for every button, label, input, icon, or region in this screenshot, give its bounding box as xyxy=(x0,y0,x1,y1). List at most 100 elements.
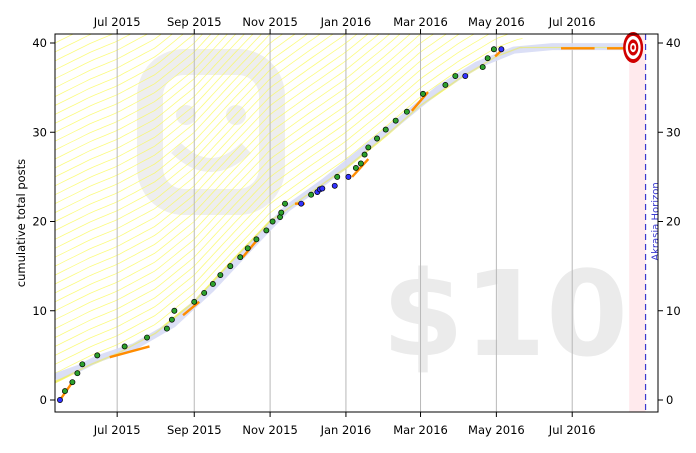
x-tick-label-top: Jul 2015 xyxy=(93,15,141,29)
datapoint xyxy=(374,135,380,142)
yellow-lane xyxy=(55,34,369,267)
flat-segment xyxy=(351,158,370,178)
datapoint xyxy=(57,397,63,403)
datapoint xyxy=(191,298,198,305)
yellow-lane xyxy=(55,34,334,240)
datapoint xyxy=(121,343,128,350)
horizon-band xyxy=(629,34,646,412)
goal-ring xyxy=(631,45,635,50)
horizon-label: Akrasia Horizon xyxy=(651,182,662,260)
yellow-lane xyxy=(55,34,322,231)
yellow-lane xyxy=(55,34,173,97)
yellow-lane xyxy=(55,34,448,329)
datapoint xyxy=(490,46,497,53)
datapoint xyxy=(79,361,86,368)
yellow-lane xyxy=(55,34,391,285)
y-tick-label-right: 0 xyxy=(666,393,673,407)
yellow-lane xyxy=(55,34,229,151)
yellow-lane xyxy=(55,38,523,374)
x-tick-label-bottom: May 2016 xyxy=(468,423,525,437)
datapoint xyxy=(94,352,101,359)
road-line xyxy=(55,46,634,383)
datapoint xyxy=(278,209,285,216)
datapoint xyxy=(217,272,224,278)
yellow-lane xyxy=(55,34,401,294)
y-tick-label-right: 30 xyxy=(666,125,681,139)
yellow-lane xyxy=(55,34,204,124)
yellow-lane xyxy=(55,34,263,187)
datapoint xyxy=(308,191,315,198)
datapoint xyxy=(74,370,81,377)
yellow-lane xyxy=(55,34,220,142)
x-tick-label-top: Sep 2015 xyxy=(167,15,222,29)
datapoint xyxy=(442,81,449,88)
datapoint xyxy=(382,126,389,133)
x-tick-label-bottom: Nov 2015 xyxy=(242,423,297,437)
datapoint xyxy=(201,289,208,296)
yellow-lane xyxy=(55,34,475,347)
datapoint xyxy=(244,245,251,252)
yellow-lane xyxy=(55,34,422,312)
yellow-lane xyxy=(55,34,380,276)
yellow-lane xyxy=(55,34,162,88)
y-tick-label-left: 20 xyxy=(32,215,47,229)
yellow-lane xyxy=(55,34,212,133)
datapoint xyxy=(269,218,276,225)
yellow-lane xyxy=(55,34,510,365)
datapoint xyxy=(237,254,244,261)
yellow-lane xyxy=(55,34,435,321)
y-tick-label-left: 0 xyxy=(40,393,47,407)
y-tick-label-left: 30 xyxy=(32,125,47,139)
datapoint xyxy=(361,151,368,158)
datapoint xyxy=(331,182,338,189)
y-tick-label-right: 10 xyxy=(666,304,681,318)
yellow-lane xyxy=(55,34,237,160)
datapoints xyxy=(57,46,505,403)
x-axis-bottom: Jul 2015 Sep 2015 Nov 2015 Jan 2016 Mar 2016… xyxy=(93,412,596,437)
horizon-band-fill xyxy=(629,34,646,412)
akrasia-horizon: Akrasia Horizon xyxy=(644,34,662,412)
yellow-lane xyxy=(55,34,149,80)
yellow-lane xyxy=(55,34,284,204)
x-tick-label-top: Jul 2016 xyxy=(548,15,596,29)
datapoint xyxy=(253,236,260,243)
y-tick-label-right: 40 xyxy=(666,36,681,50)
x-tick-label-bottom: Jul 2015 xyxy=(93,423,141,437)
pledge-watermark: $10 xyxy=(382,245,628,383)
yellow-lane xyxy=(55,34,254,178)
y-tick-label-left: 40 xyxy=(32,36,47,50)
datapoint xyxy=(227,263,234,270)
datapoint xyxy=(163,325,170,332)
datapoint xyxy=(352,164,359,171)
x-tick-label-bottom: Mar 2016 xyxy=(393,423,448,437)
goal-target xyxy=(623,31,644,63)
yellow-lane xyxy=(55,34,411,303)
yellow-lane xyxy=(55,34,347,249)
y-axis-title: cumulative total posts xyxy=(14,159,28,287)
datapoint xyxy=(144,334,150,341)
x-tick-label-top: Mar 2016 xyxy=(393,15,448,29)
x-tick-label-top: Jan 2016 xyxy=(320,15,372,29)
y-axis-right: 0 10 20 30 40 xyxy=(658,36,681,407)
datapoint xyxy=(319,185,326,192)
datapoint xyxy=(298,200,305,207)
x-tick-label-bottom: Sep 2015 xyxy=(167,423,222,437)
datapoint xyxy=(452,73,459,79)
datapoint xyxy=(420,90,426,97)
y-axis-left: 0 10 20 30 40 xyxy=(32,36,55,407)
yellow-lane xyxy=(55,34,358,258)
yellow-lane xyxy=(55,34,195,115)
y-tick-label-left: 10 xyxy=(32,304,47,318)
yellow-lane xyxy=(55,34,246,169)
datapoint xyxy=(171,307,178,314)
datapoint xyxy=(462,73,469,79)
flat-segment xyxy=(109,345,150,359)
datapoint xyxy=(209,281,216,287)
x-tick-label-top: May 2016 xyxy=(468,15,525,29)
watermarks: $10 xyxy=(137,49,628,383)
datapoint xyxy=(392,117,399,124)
datapoint xyxy=(282,200,288,207)
datapoint xyxy=(345,173,352,180)
